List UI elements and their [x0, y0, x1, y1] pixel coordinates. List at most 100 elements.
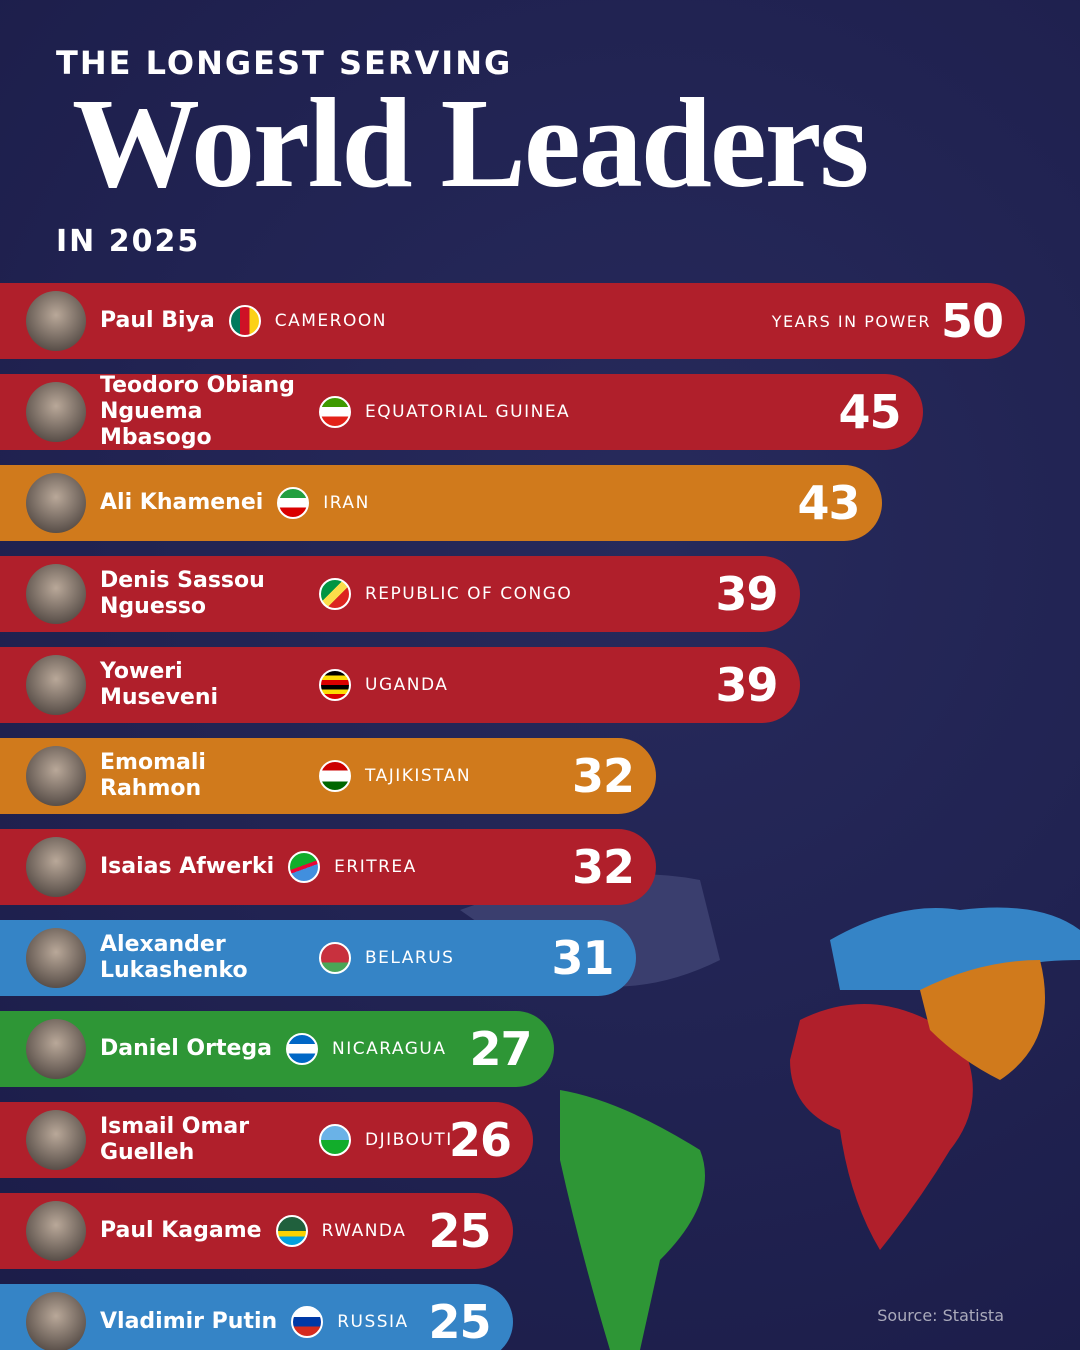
- value-group: 32: [571, 829, 635, 905]
- leader-label: Isaias Afwerki ERITREA: [100, 829, 417, 905]
- value-label: 32: [571, 749, 635, 803]
- leader-name: Vladimir Putin: [100, 1309, 278, 1334]
- leader-label: Yoweri Museveni UGANDA: [100, 647, 448, 723]
- country-flag: [319, 578, 351, 610]
- leader-photo: [26, 928, 86, 988]
- country-flag: [291, 1306, 324, 1338]
- value-group: 26: [449, 1102, 512, 1178]
- leader-photo: [26, 746, 86, 806]
- source: Source: Statista: [877, 1306, 1004, 1325]
- value-label: 43: [797, 476, 860, 530]
- value-group: 32: [571, 738, 635, 814]
- bar: Daniel Ortega NICARAGUA 27: [0, 1011, 554, 1087]
- country-name: REPUBLIC OF CONGO: [365, 584, 573, 604]
- leader-label: Alexander Lukashenko BELARUS: [100, 920, 454, 996]
- bar: Vladimir Putin RUSSIA 25: [0, 1284, 513, 1350]
- title-top: THE LONGEST SERVING: [56, 44, 513, 82]
- leader-photo: [26, 564, 86, 624]
- leader-photo: [26, 1292, 86, 1350]
- country-name: BELARUS: [365, 948, 455, 968]
- map-europe-russia: [830, 907, 1080, 990]
- country-name: EQUATORIAL GUINEA: [365, 402, 571, 422]
- leader-label: Denis Sassou Nguesso REPUBLIC OF CONGO: [100, 556, 572, 632]
- leader-label: Ali Khamenei IRAN: [100, 465, 370, 541]
- bar: Paul Kagame RWANDA 25: [0, 1193, 513, 1269]
- leader-name: Alexander Lukashenko: [100, 932, 248, 983]
- country-name: ERITREA: [334, 857, 417, 877]
- leader-label: Daniel Ortega NICARAGUA: [100, 1011, 446, 1087]
- country-flag: [319, 1124, 351, 1156]
- bar: Emomali Rahmon TAJIKISTAN 32: [0, 738, 656, 814]
- value-group: 25: [428, 1193, 491, 1269]
- value-group: 39: [715, 556, 778, 632]
- bar: Denis Sassou Nguesso REPUBLIC OF CONGO 39: [0, 556, 800, 632]
- country-name: TAJIKISTAN: [365, 766, 472, 786]
- leader-name: Isaias Afwerki: [100, 854, 275, 879]
- country-flag: [319, 942, 351, 974]
- leader-label: Emomali Rahmon TAJIKISTAN: [100, 738, 471, 814]
- country-flag: [277, 487, 310, 519]
- value-label: 27: [469, 1022, 532, 1076]
- leader-name: Emomali Rahmon: [100, 750, 206, 801]
- value-group: 25: [428, 1284, 491, 1350]
- bar: Isaias Afwerki ERITREA 32: [0, 829, 656, 905]
- country-name: UGANDA: [365, 675, 449, 695]
- value-label: 39: [715, 567, 778, 621]
- leader-name: Paul Kagame: [100, 1218, 262, 1243]
- value-group: 27: [469, 1011, 532, 1087]
- leader-label: Paul Biya CAMEROON: [100, 283, 387, 359]
- leader-name: Ismail Omar Guelleh: [100, 1114, 250, 1165]
- leader-label: Vladimir Putin RUSSIA: [100, 1284, 409, 1350]
- value-group: 31: [551, 920, 614, 996]
- value-label: 50: [940, 294, 1004, 348]
- value-label: 45: [838, 385, 901, 439]
- country-flag: [319, 669, 351, 701]
- country-name: DJIBOUTI: [365, 1130, 453, 1150]
- value-label: 25: [428, 1204, 491, 1258]
- country-name: IRAN: [323, 493, 370, 513]
- subtitle: IN 2025: [56, 224, 201, 259]
- leader-label: Paul Kagame RWANDA: [100, 1193, 406, 1269]
- leader-name: Paul Biya: [100, 308, 215, 333]
- leader-photo: [26, 382, 86, 442]
- value-label: 31: [551, 931, 614, 985]
- country-flag: [288, 851, 321, 883]
- value-label: 39: [715, 658, 778, 712]
- leader-photo: [26, 655, 86, 715]
- leader-photo: [26, 1019, 86, 1079]
- bar: Alexander Lukashenko BELARUS 31: [0, 920, 636, 996]
- bar: Yoweri Museveni UGANDA 39: [0, 647, 800, 723]
- value-group: 45: [838, 374, 901, 450]
- country-flag: [319, 760, 351, 792]
- leader-photo: [26, 1110, 86, 1170]
- leader-name: Yoweri Museveni: [100, 659, 219, 710]
- value-unit: YEARS IN POWER: [771, 311, 931, 331]
- country-flag: [275, 1215, 308, 1247]
- leader-name: Ali Khamenei: [100, 490, 264, 515]
- bar: Paul Biya CAMEROON YEARS IN POWER 50: [0, 283, 1025, 359]
- country-name: RWANDA: [321, 1221, 407, 1241]
- country-name: CAMEROON: [274, 311, 387, 331]
- map-south-america: [560, 1090, 705, 1350]
- map-africa: [790, 1004, 973, 1250]
- value-label: 32: [571, 840, 635, 894]
- bar: Teodoro Obiang Nguema Mbasogo EQUATORIAL …: [0, 373, 923, 450]
- value-group: 43: [797, 465, 860, 541]
- leader-photo: [26, 291, 86, 351]
- value-group: YEARS IN POWER 50: [771, 283, 1004, 359]
- value-group: 39: [715, 647, 778, 723]
- leader-photo: [26, 1201, 86, 1261]
- leader-name: Daniel Ortega: [100, 1036, 273, 1061]
- country-flag: [286, 1033, 319, 1065]
- country-flag: [319, 396, 351, 428]
- leader-photo: [26, 837, 86, 897]
- country-name: NICARAGUA: [332, 1039, 447, 1059]
- leader-label: Teodoro Obiang Nguema Mbasogo EQUATORIAL …: [100, 373, 571, 450]
- title: World Leaders: [72, 72, 869, 214]
- leader-photo: [26, 473, 86, 533]
- country-flag: [228, 305, 261, 337]
- country-name: RUSSIA: [337, 1312, 409, 1332]
- leader-label: Ismail Omar Guelleh DJIBOUTI: [100, 1102, 453, 1178]
